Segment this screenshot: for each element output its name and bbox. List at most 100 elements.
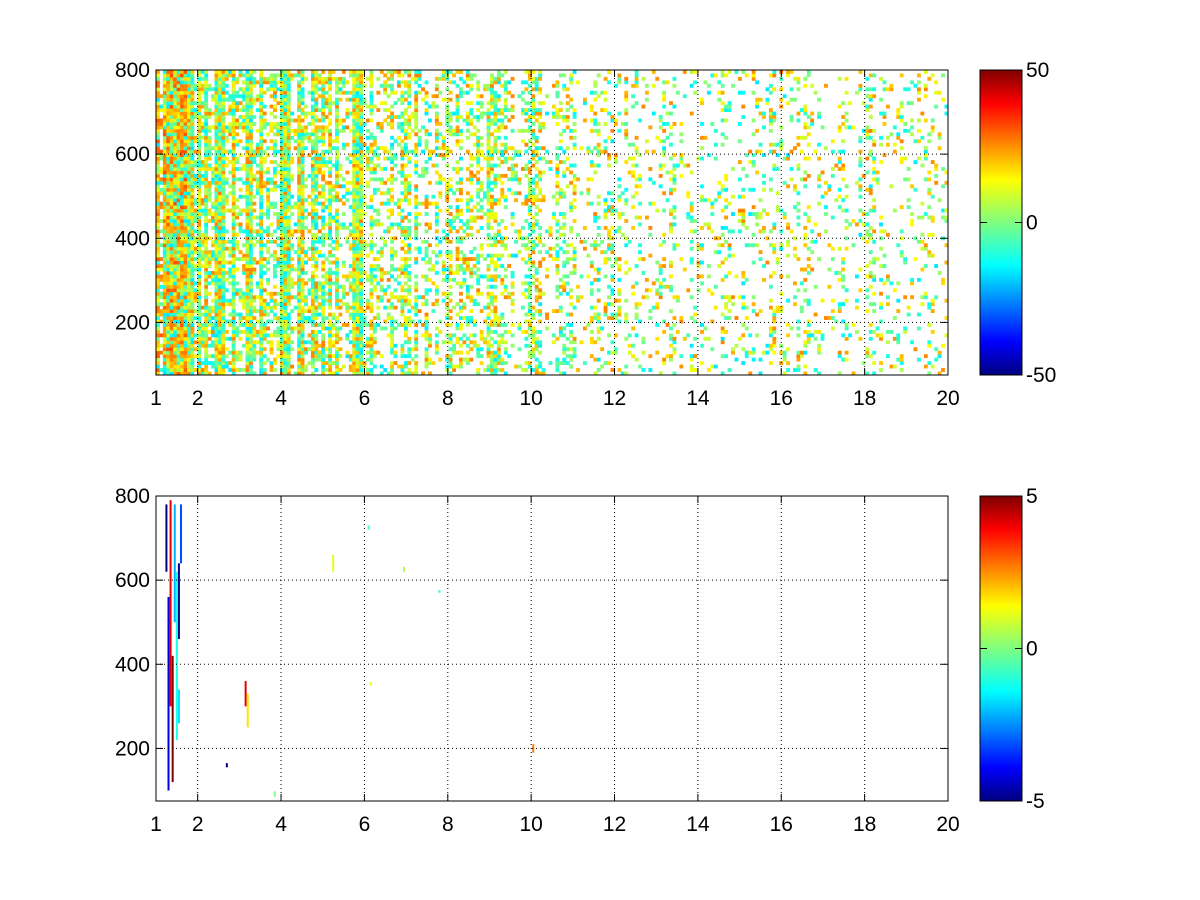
heatmap-cell xyxy=(490,277,494,282)
heatmap-cell xyxy=(407,264,412,268)
heatmap-cell xyxy=(221,160,226,164)
heatmap-cell xyxy=(186,350,191,355)
heatmap-cell xyxy=(176,225,181,230)
heatmap-cell xyxy=(235,243,240,248)
heatmap-cell xyxy=(180,274,184,279)
heatmap-cell xyxy=(259,163,264,168)
heatmap-cell xyxy=(259,118,264,123)
heatmap-cell xyxy=(310,274,315,279)
heatmap-cell xyxy=(245,219,250,223)
heatmap-cell xyxy=(345,125,350,130)
heatmap-cell xyxy=(266,205,271,210)
heatmap-cell xyxy=(217,312,222,317)
heatmap-cell xyxy=(169,201,174,206)
heatmap-cell xyxy=(352,135,357,140)
heatmap-cell xyxy=(221,329,226,334)
heatmap-cell xyxy=(328,215,333,220)
heatmap-cell xyxy=(238,212,243,216)
heatmap-cell xyxy=(190,132,195,137)
heatmap-cell xyxy=(197,343,202,348)
heatmap-cell xyxy=(214,187,219,192)
heatmap-cell xyxy=(455,167,460,171)
heatmap-cell xyxy=(279,329,284,334)
heatmap-cell xyxy=(434,271,439,275)
heatmap-cell xyxy=(235,198,240,203)
heatmap-cell xyxy=(176,173,181,178)
heatmap-cell xyxy=(366,340,370,345)
heatmap-cell xyxy=(300,184,305,189)
heatmap-cell xyxy=(359,319,364,324)
heatmap-cell xyxy=(166,191,171,196)
heatmap-cell xyxy=(304,260,308,265)
heatmap-cell xyxy=(448,340,453,345)
heatmap-cell xyxy=(434,170,439,175)
heatmap-cell xyxy=(290,160,295,164)
heatmap-cell xyxy=(279,104,284,109)
heatmap-cell xyxy=(248,326,253,331)
heatmap-cell xyxy=(169,232,174,237)
heatmap-cell xyxy=(207,194,212,199)
heatmap-cell xyxy=(338,243,343,248)
heatmap-cell xyxy=(259,281,264,286)
heatmap-cell xyxy=(221,368,226,372)
heatmap-cell xyxy=(352,291,357,296)
heatmap-cell xyxy=(200,83,205,88)
heatmap-cell xyxy=(259,291,264,296)
heatmap-cell xyxy=(283,212,288,216)
heatmap-cell xyxy=(297,333,302,338)
heatmap-cell xyxy=(297,87,302,92)
heatmap-cell xyxy=(162,118,167,123)
heatmap-cell xyxy=(283,336,288,341)
heatmap-cell xyxy=(486,284,491,289)
heatmap-cell xyxy=(245,225,250,230)
heatmap-cell xyxy=(176,149,181,154)
heatmap-cell xyxy=(273,257,277,262)
heatmap-cell xyxy=(176,271,181,275)
heatmap-cell xyxy=(359,194,364,199)
heatmap-cell xyxy=(204,239,209,244)
heatmap-cell xyxy=(321,357,326,362)
heatmap-cell xyxy=(410,76,415,81)
heatmap-cell xyxy=(335,173,339,178)
heatmap-cell xyxy=(479,187,484,192)
heatmap-cell xyxy=(200,343,205,348)
heatmap-cell xyxy=(283,83,288,88)
heatmap-cell xyxy=(400,80,405,85)
heatmap-cell xyxy=(324,128,329,133)
heatmap-cell xyxy=(214,173,219,178)
heatmap-cell xyxy=(359,118,364,123)
heatmap-cell xyxy=(190,142,195,147)
heatmap-cell xyxy=(259,326,264,331)
heatmap-cell xyxy=(197,271,202,275)
heatmap-cell xyxy=(200,177,205,182)
heatmap-cell xyxy=(455,118,460,123)
heatmap-cell xyxy=(310,212,315,216)
heatmap-cell xyxy=(324,291,329,296)
heatmap-cell xyxy=(197,333,202,338)
heatmap-cell xyxy=(193,208,198,213)
heatmap-cell xyxy=(297,212,302,216)
heatmap-cell xyxy=(162,267,167,272)
heatmap-cell xyxy=(214,271,219,275)
heatmap-cell xyxy=(355,187,360,192)
heatmap-cell xyxy=(197,118,202,123)
heatmap-cell xyxy=(190,118,195,123)
heatmap-cell xyxy=(352,368,357,372)
heatmap-cell xyxy=(162,250,167,255)
heatmap-cell xyxy=(286,333,291,338)
heatmap-cell xyxy=(190,343,195,348)
heatmap-cell xyxy=(231,87,236,92)
heatmap-cell xyxy=(169,361,174,366)
heatmap-cell xyxy=(242,323,246,327)
heatmap-cell xyxy=(414,205,419,210)
heatmap-cell xyxy=(352,364,357,369)
heatmap-cell xyxy=(283,225,288,230)
heatmap-cell xyxy=(324,281,329,286)
heatmap-cell xyxy=(410,111,415,116)
heatmap-cell xyxy=(259,295,264,300)
heatmap-cell xyxy=(180,232,184,237)
heatmap-cell xyxy=(173,323,178,327)
heatmap-cell xyxy=(204,274,209,279)
heatmap-cell xyxy=(321,219,326,223)
heatmap-cell xyxy=(324,354,329,359)
